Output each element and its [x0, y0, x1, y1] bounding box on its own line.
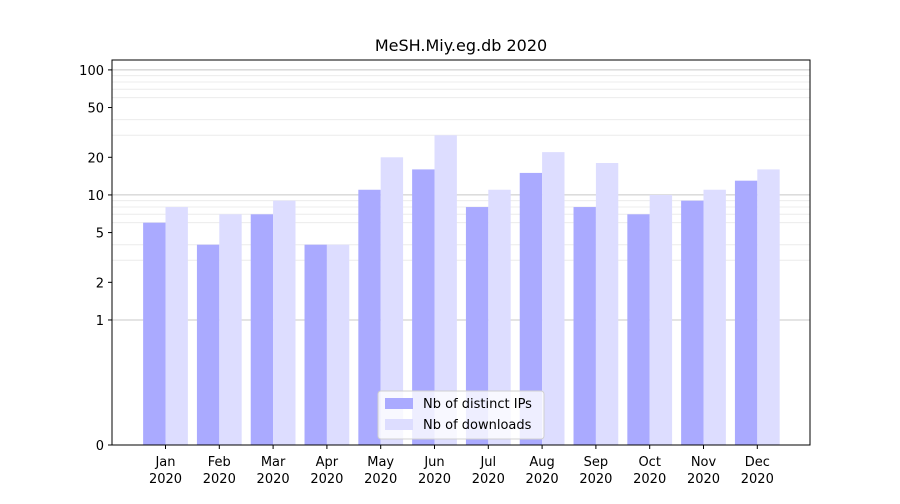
bar-distinct-ips	[519, 172, 543, 445]
x-axis-ticks: Jan 2020 Feb 2020 Mar 2020 Apr 2020 May 2020 Jun 20…	[149, 445, 774, 487]
bar-distinct-ips	[358, 189, 381, 445]
x-tick-label-year: 2020	[310, 472, 343, 487]
y-tick-label: 1	[96, 314, 104, 329]
bar-downloads	[219, 214, 242, 445]
legend-label: Nb of distinct IPs	[423, 397, 532, 412]
x-tick-label-year: 2020	[203, 472, 236, 487]
x-tick-label-month: Oct	[638, 455, 660, 470]
x-tick-label-year: 2020	[579, 472, 612, 487]
x-tick-label-year: 2020	[257, 472, 290, 487]
x-tick-label-month: Nov	[691, 455, 717, 470]
chart-title: MeSH.Miy.eg.db 2020	[375, 36, 547, 55]
x-tick-label-year: 2020	[526, 472, 559, 487]
x-tick-label-year: 2020	[741, 472, 774, 487]
bar-distinct-ips	[681, 200, 704, 445]
legend-box	[377, 390, 545, 440]
x-tick-label-month: Jul	[479, 455, 496, 470]
bar-distinct-ips	[573, 207, 596, 445]
x-tick-label-month: Dec	[745, 455, 770, 470]
bar-downloads	[488, 189, 511, 445]
legend-swatch	[385, 398, 413, 409]
x-tick-label-month: Apr	[316, 455, 339, 470]
x-tick-label-month: Sep	[584, 455, 609, 470]
bar-downloads	[703, 189, 726, 445]
y-tick-label: 50	[87, 102, 104, 117]
legend-label: Nb of downloads	[423, 418, 532, 433]
bar-distinct-ips	[734, 180, 758, 445]
bar-downloads	[165, 207, 188, 445]
legend: Nb of distinct IPs Nb of downloads	[377, 390, 545, 440]
bar-distinct-ips	[465, 207, 489, 445]
x-tick-label-year: 2020	[472, 472, 505, 487]
x-tick-label-month: Jan	[154, 455, 175, 470]
x-tick-label-year: 2020	[687, 472, 720, 487]
bars	[143, 135, 780, 445]
x-tick-label-month: Feb	[208, 455, 231, 470]
bar-distinct-ips	[196, 244, 220, 445]
legend-swatch	[385, 419, 413, 430]
bar-downloads	[326, 244, 350, 445]
y-tick-label: 10	[87, 189, 104, 204]
x-tick-label-month: May	[367, 455, 394, 470]
x-tick-label-year: 2020	[364, 472, 397, 487]
y-tick-label: 20	[87, 151, 104, 166]
bar-downloads	[434, 135, 457, 445]
x-tick-label-month: Jun	[423, 455, 444, 470]
y-tick-label: 5	[96, 227, 104, 242]
bar-distinct-ips	[412, 169, 435, 445]
bar-distinct-ips	[250, 214, 274, 445]
x-tick-label-month: Aug	[529, 455, 554, 470]
x-tick-label-month: Mar	[261, 455, 286, 470]
bar-distinct-ips	[304, 244, 327, 445]
y-tick-label: 0	[96, 439, 104, 454]
bar-downloads	[649, 194, 673, 445]
x-tick-label-year: 2020	[418, 472, 451, 487]
bar-downloads	[542, 152, 565, 445]
bar-distinct-ips	[143, 222, 166, 445]
y-tick-label: 100	[79, 64, 104, 79]
plot-frame	[111, 59, 811, 446]
bar-distinct-ips	[627, 214, 650, 445]
bar-downloads	[380, 157, 404, 445]
bar-downloads	[757, 169, 780, 445]
x-tick-label-year: 2020	[149, 472, 182, 487]
bar-downloads	[595, 163, 619, 445]
y-axis-ticks: 0 1 2 5 10 20 50 100	[79, 64, 112, 454]
x-tick-label-year: 2020	[633, 472, 666, 487]
y-tick-label: 2	[96, 276, 104, 291]
bar-downloads	[273, 200, 296, 445]
